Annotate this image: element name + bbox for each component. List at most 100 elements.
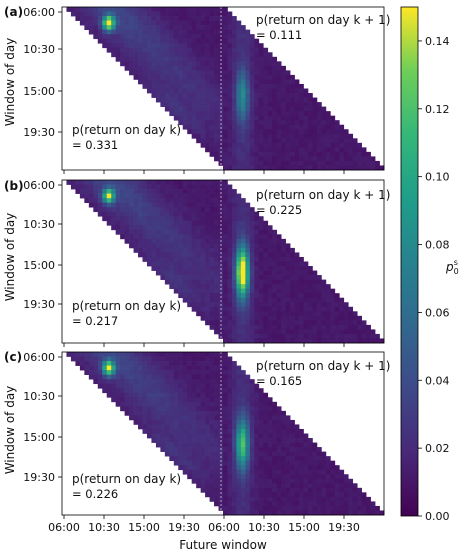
heatmap-cell [272, 496, 278, 502]
heatmap-cell [231, 151, 237, 157]
heatmap-cell [160, 428, 166, 434]
heatmap-cell [164, 88, 170, 94]
heatmap-cell [307, 142, 313, 148]
heatmap-cell [231, 193, 237, 199]
heatmap-cell [240, 306, 246, 312]
heatmap-cell [200, 97, 206, 103]
heatmap-cell [173, 433, 179, 439]
heatmap-cell [285, 478, 291, 484]
heatmap-cell [366, 501, 371, 507]
heatmap-cell [258, 338, 264, 344]
heatmap-cell [276, 97, 282, 103]
heatmap-cell [178, 406, 184, 412]
heatmap-cell [272, 151, 278, 157]
heatmap-cell [281, 329, 286, 335]
heatmap-cell [169, 238, 175, 244]
heatmap-cell [303, 138, 309, 144]
heatmap-cell [325, 465, 331, 471]
heatmap-cell [214, 211, 219, 217]
heatmap-cell [146, 16, 152, 21]
y-tick-label: 19:30 [23, 298, 55, 311]
heatmap-cell [227, 438, 233, 443]
heatmap-cell [196, 120, 201, 126]
heatmap-cell [214, 320, 219, 326]
heatmap-cell [227, 469, 233, 475]
heatmap-cell [240, 83, 246, 89]
heatmap-cell [151, 11, 157, 17]
heatmap-cell [214, 74, 219, 80]
heatmap-cell [231, 261, 237, 267]
heatmap-cell [231, 189, 237, 194]
heatmap-cell [115, 43, 121, 49]
heatmap-cell [191, 447, 197, 452]
heatmap-cell [240, 102, 246, 107]
heatmap-cell [227, 261, 233, 267]
heatmap-cell [281, 238, 286, 244]
heatmap-cell [249, 496, 255, 502]
heatmap-cell [196, 293, 201, 299]
heatmap-cell [173, 43, 179, 49]
heatmap-cell [267, 478, 273, 484]
heatmap-cell [200, 256, 206, 262]
heatmap-cell [258, 138, 264, 144]
heatmap-cell [299, 333, 304, 339]
heatmap-cell [178, 184, 184, 190]
heatmap-cell [245, 88, 251, 94]
heatmap-cell [187, 293, 193, 299]
heatmap-cell [164, 25, 170, 30]
heatmap-cell [138, 43, 143, 49]
heatmap-cell [231, 365, 237, 371]
heatmap-cell [276, 142, 282, 148]
heatmap-cell [138, 238, 143, 244]
heatmap-cell [245, 29, 251, 35]
heatmap-cell [146, 352, 152, 357]
heatmap-cell [155, 424, 161, 430]
heatmap-cell [182, 279, 188, 285]
heatmap-cell [160, 238, 166, 244]
colorbar-gradient [400, 6, 419, 517]
heatmap-cell [106, 202, 112, 208]
heatmap-cell [290, 487, 295, 493]
heatmap-cell [102, 202, 108, 208]
heatmap-cell [267, 419, 273, 425]
heatmap-cell [182, 97, 188, 103]
heatmap-cell [249, 487, 255, 493]
heatmap-cell [214, 410, 219, 416]
heatmap-cell [155, 361, 161, 366]
heatmap-cell [151, 61, 157, 67]
heatmap-cell [249, 261, 255, 267]
heatmap-cell [187, 70, 193, 76]
heatmap-cell [160, 70, 166, 76]
heatmap-cell [254, 247, 260, 253]
heatmap-cell [290, 442, 295, 448]
heatmap-cell [182, 70, 188, 76]
heatmap-cell [281, 102, 286, 107]
heatmap-cell [321, 151, 327, 157]
heatmap-cell [218, 279, 224, 285]
heatmap-cell [299, 88, 304, 94]
heatmap-cell [231, 115, 237, 121]
heatmap-cell [133, 211, 139, 217]
heatmap-cell [164, 189, 170, 194]
heatmap-cell [138, 352, 143, 357]
heatmap-cell [245, 216, 251, 222]
heatmap-cell [307, 270, 313, 276]
heatmap-cell [196, 410, 201, 416]
heatmap-cell [245, 410, 251, 416]
heatmap-cell [173, 247, 179, 253]
heatmap-cell [191, 180, 197, 185]
heatmap-cell [240, 379, 246, 385]
heatmap-cell [129, 11, 134, 17]
heatmap-cell [160, 56, 166, 62]
heatmap-cell [231, 238, 237, 244]
heatmap-cell [276, 293, 282, 299]
heatmap-cell [231, 415, 237, 421]
heatmap-cell [263, 120, 269, 126]
heatmap-cell [321, 160, 327, 166]
heatmap-cell [124, 225, 130, 231]
heatmap-cell [223, 160, 228, 166]
heatmap-cell [258, 474, 264, 480]
heatmap-cell [303, 478, 309, 484]
heatmap-cell [254, 106, 260, 112]
heatmap-cell [155, 374, 161, 380]
